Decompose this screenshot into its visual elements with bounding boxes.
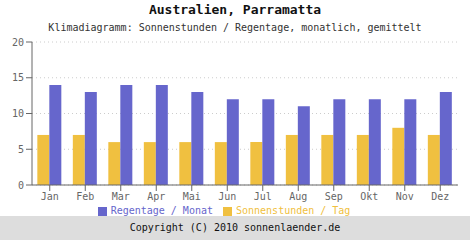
- svg-text:10: 10: [12, 108, 24, 119]
- svg-text:Jan: Jan: [41, 191, 59, 202]
- svg-text:Aug: Aug: [289, 191, 307, 202]
- svg-text:0: 0: [18, 180, 24, 191]
- html-text:Copyright (C) 2010 sonnenlaend: Copyright (C) 2010 sonnenlaender.de: [129, 222, 341, 233]
- html-text:Regentage / Monat: Regentage / Monat: [110, 205, 213, 216]
- svg-text:5: 5: [18, 144, 24, 155]
- svg-text:20: 20: [12, 37, 24, 48]
- svg-text:Jun: Jun: [218, 191, 236, 202]
- html-text:Klimadiagramm: Sonnenstunden /: Klimadiagramm: Sonnenstunden / Regentage…: [48, 22, 422, 33]
- svg-text:Okt: Okt: [360, 191, 378, 202]
- svg-text:Apr: Apr: [147, 191, 165, 202]
- html-text:Australien, Parramatta: Australien, Parramatta: [148, 2, 322, 17]
- svg-text:Mai: Mai: [183, 191, 201, 202]
- svg-text:Sep: Sep: [325, 191, 343, 202]
- svg-text:Mar: Mar: [112, 191, 130, 202]
- html-text:Sonnenstunden / Tag: Sonnenstunden / Tag: [236, 205, 351, 216]
- svg-text:15: 15: [12, 72, 24, 83]
- svg-text:Dez: Dez: [431, 191, 449, 202]
- svg-text:Jul: Jul: [254, 191, 272, 202]
- svg-text:Nov: Nov: [396, 191, 414, 202]
- svg-text:Feb: Feb: [76, 191, 94, 202]
